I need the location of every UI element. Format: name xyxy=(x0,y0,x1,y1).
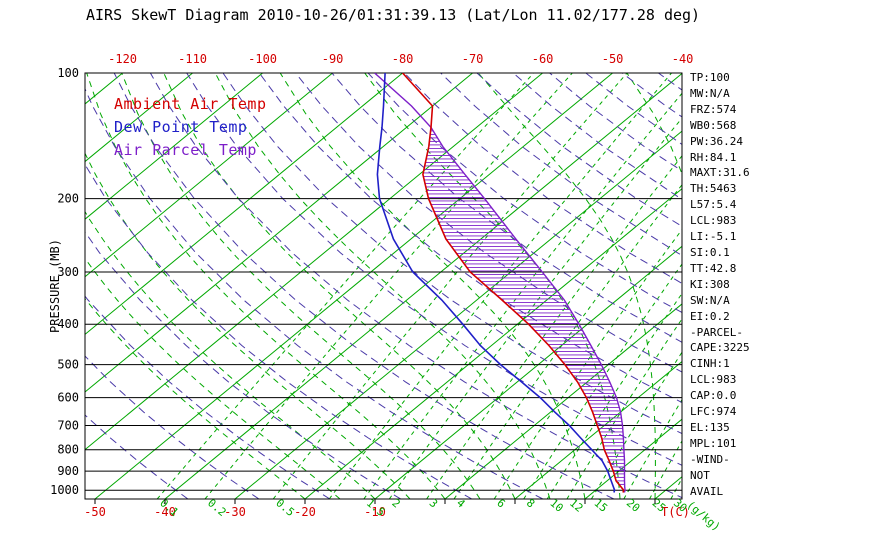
bottom-axis-ticks xyxy=(94,499,656,504)
stat-line: LI:-5.1 xyxy=(690,230,737,244)
mixing-ratio-label: 8 xyxy=(524,496,537,510)
stat-line: TT:42.8 xyxy=(690,261,737,275)
stat-line: KI:308 xyxy=(690,277,730,291)
pressure-tick-label: 600 xyxy=(57,391,79,405)
stat-line: CINH:1 xyxy=(690,357,730,371)
pressure-tick-label: 500 xyxy=(57,358,79,372)
bottom-temp-tick-label: -10 xyxy=(364,505,386,519)
stat-line: LFC:974 xyxy=(690,405,737,419)
pressure-tick-label: 800 xyxy=(57,443,79,457)
top-temp-tick-label: -100 xyxy=(248,52,277,66)
stat-line: EL:135 xyxy=(690,420,730,434)
stat-line: L57:5.4 xyxy=(690,198,737,212)
moist-adiabats xyxy=(85,73,682,499)
dewpoint-temp-curve xyxy=(376,73,616,493)
mixing-ratio-lines xyxy=(156,73,682,499)
pressure-tick-label: 300 xyxy=(57,265,79,279)
stat-line: RH:84.1 xyxy=(690,150,737,164)
top-temp-tick-label: -70 xyxy=(462,52,484,66)
pressure-tick-label: 700 xyxy=(57,419,79,433)
pressure-axis-title: PRESSURE (MB) xyxy=(48,239,62,333)
stat-line: MPL:101 xyxy=(690,436,737,450)
mixing-ratio-label: 6 xyxy=(494,496,507,510)
pressure-tick-label: 400 xyxy=(57,317,79,331)
pressure-tick-label: 100 xyxy=(57,66,79,80)
stat-line: TH:5463 xyxy=(690,182,737,196)
plot-frame xyxy=(84,72,683,500)
legend-air-parcel-temp: Air Parcel Temp xyxy=(114,141,257,159)
stat-line: SI:0.1 xyxy=(690,245,730,259)
dry-adiabats xyxy=(85,73,682,499)
chart-title: AIRS SkewT Diagram 2010-10-26/01:31:39.1… xyxy=(86,6,701,24)
profile-curves xyxy=(374,73,626,493)
stats-panel: TP:100 MW:N/A FRZ:574 WB0:568 PW:36.24 RH:84.… xyxy=(690,70,750,499)
pressure-tick-label: 1000 xyxy=(50,483,79,497)
bottom-temp-tick-label: -50 xyxy=(84,505,106,519)
ambient-temp-curve xyxy=(402,73,625,493)
stat-line: TP:100 xyxy=(690,71,730,84)
stat-line: LCL:983 xyxy=(690,214,737,228)
stat-line: LCL:983 xyxy=(690,373,737,387)
bottom-temp-tick-label: -40 xyxy=(154,505,176,519)
legend-dew-point-temp: Dew Point Temp xyxy=(114,118,248,136)
stat-line: SW:N/A xyxy=(690,293,730,307)
stat-line: PW:36.24 xyxy=(690,134,743,148)
top-temp-tick-label: -110 xyxy=(178,52,207,66)
stat-line: MAXT:31.6 xyxy=(690,166,750,180)
temp-unit-label: T(C) xyxy=(661,505,690,519)
top-temp-tick-label: -90 xyxy=(322,52,344,66)
stat-line: -WIND- xyxy=(690,452,730,466)
top-temp-tick-label: -60 xyxy=(532,52,554,66)
top-temp-tick-label: -120 xyxy=(108,52,137,66)
legend-ambient-air-temp: Ambient Air Temp xyxy=(114,95,267,113)
top-temp-tick-label: -80 xyxy=(392,52,414,66)
stat-line: EI:0.2 xyxy=(690,309,730,323)
stat-line: CAPE:3225 xyxy=(690,341,750,355)
top-temp-tick-label: -40 xyxy=(672,52,694,66)
bottom-temp-tick-label: -20 xyxy=(294,505,316,519)
top-temp-tick-label: -50 xyxy=(602,52,624,66)
pressure-tick-label: 900 xyxy=(57,464,79,478)
stat-line: AVAIL xyxy=(690,484,724,498)
pressure-tick-label: 200 xyxy=(57,192,79,206)
stat-line: -PARCEL- xyxy=(690,325,743,339)
stat-line: MW:N/A xyxy=(690,86,730,100)
stat-line: WB0:568 xyxy=(690,118,737,132)
cape-hatch-area xyxy=(423,130,625,485)
stat-line: FRZ:574 xyxy=(690,102,737,116)
mixing-ratio-label: 2 xyxy=(389,496,402,510)
bottom-temp-tick-label: -30 xyxy=(224,505,246,519)
stat-line: CAP:0.0 xyxy=(690,389,737,403)
mixing-ratio-label: 3 xyxy=(427,496,440,510)
parcel-temp-curve xyxy=(374,73,626,493)
stat-line: NOT xyxy=(690,468,710,482)
